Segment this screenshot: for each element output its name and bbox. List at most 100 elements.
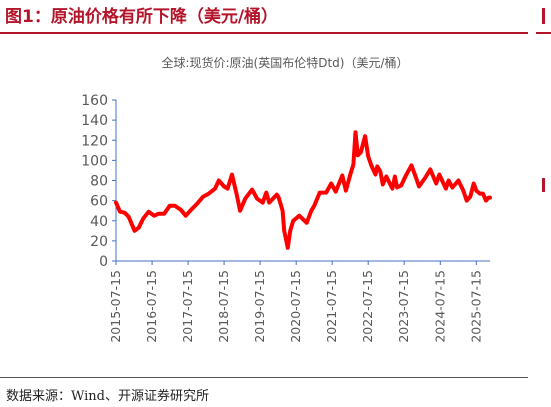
source-note: 数据来源：Wind、开源证券研究所 [6, 389, 209, 404]
data-point [217, 178, 221, 183]
data-point [428, 167, 432, 171]
data-point [309, 209, 313, 213]
data-point [344, 189, 348, 193]
data-point [348, 172, 352, 177]
data-point [359, 150, 363, 154]
adjacent-panel-edge [536, 0, 551, 407]
chart-title: 全球:现货价:原油(英国布伦特Dtd)（美元/桶） [161, 55, 408, 70]
chart: 全球:现货价:原油(英国布伦特Dtd)（美元/桶） 0 20 40 60 80 100 12… [81, 55, 492, 343]
data-point [351, 162, 355, 166]
data-point [147, 210, 151, 214]
data-point [474, 189, 478, 193]
x-axis: 2015-07-15 2016-07-15 2017-07-15 2018-07-15… [108, 260, 490, 343]
data-point [484, 199, 488, 203]
x-tick-label: 2024-07-15 [432, 270, 447, 343]
data-point [118, 210, 122, 214]
data-point [238, 209, 242, 213]
y-tick-label: 100 [81, 153, 108, 169]
x-tick-label: 2022-07-15 [360, 270, 375, 343]
data-point [226, 187, 230, 191]
adjacent-text-fragment [542, 178, 545, 192]
data-point [141, 217, 145, 221]
data-point [481, 192, 485, 196]
series-line [114, 130, 492, 250]
data-point [378, 169, 382, 173]
data-point [366, 154, 370, 158]
y-tick-label: 120 [81, 133, 108, 149]
data-point [152, 214, 156, 218]
data-point [162, 212, 166, 216]
x-tick-label: 2017-07-15 [180, 270, 195, 343]
data-point [353, 130, 358, 134]
data-point [461, 189, 465, 193]
data-point [213, 187, 217, 191]
data-point [286, 246, 290, 250]
data-point [390, 187, 394, 191]
data-point [179, 208, 183, 212]
data-point [450, 185, 454, 190]
y-tick-label: 0 [99, 254, 108, 270]
data-point [363, 134, 367, 138]
data-point [282, 229, 286, 233]
data-point [373, 172, 378, 177]
data-point [393, 174, 397, 179]
data-point [230, 172, 234, 177]
data-point [404, 173, 408, 178]
plot-area [114, 130, 492, 250]
x-tick-label: 2019-07-15 [252, 270, 267, 343]
data-point [334, 190, 338, 194]
data-point [281, 209, 285, 213]
data-point [414, 176, 418, 181]
data-point [324, 191, 328, 195]
data-point [277, 196, 281, 200]
x-tick-label: 2023-07-15 [396, 270, 411, 343]
figure-title: 图1：原油价格有所下降（美元/桶） [5, 7, 279, 27]
data-point [417, 184, 421, 189]
data-point [235, 193, 239, 197]
data-point [472, 181, 476, 186]
data-point [173, 204, 177, 208]
y-tick-label: 160 [81, 93, 108, 109]
data-point [399, 183, 403, 188]
data-point [447, 178, 451, 183]
bottom-divider [0, 377, 528, 378]
data-point [356, 153, 360, 157]
data-point [250, 188, 254, 192]
data-point [267, 201, 271, 205]
data-point [114, 201, 118, 205]
data-point [395, 185, 399, 190]
data-point [189, 208, 193, 212]
data-point [288, 229, 292, 233]
data-point [434, 181, 438, 186]
y-tick-label: 20 [90, 234, 108, 250]
x-tick-label: 2015-07-15 [108, 270, 123, 343]
data-point [195, 202, 199, 206]
y-axis: 0 20 40 60 80 100 120 140 160 [81, 93, 117, 270]
data-point [207, 192, 211, 196]
data-point [201, 195, 205, 199]
data-point [437, 172, 441, 177]
data-point [456, 178, 460, 183]
x-tick-label: 2016-07-15 [144, 270, 159, 343]
x-tick-label: 2025-07-15 [468, 270, 483, 343]
data-point [312, 204, 316, 208]
data-point [275, 193, 279, 197]
data-point [168, 204, 172, 208]
data-point [264, 191, 268, 195]
data-point [305, 221, 309, 225]
data-point [468, 195, 472, 199]
data-point [184, 214, 188, 218]
data-point [465, 199, 469, 203]
data-point [137, 226, 141, 230]
data-point [488, 196, 492, 200]
y-tick-label: 40 [90, 214, 108, 230]
x-tick-label: 2018-07-15 [216, 270, 231, 343]
data-point [291, 219, 295, 223]
data-point [318, 191, 322, 195]
title-divider [0, 32, 528, 34]
data-point [261, 201, 265, 205]
data-point [381, 182, 385, 187]
y-tick-label: 140 [81, 113, 108, 129]
x-tick-label: 2020-07-15 [288, 270, 303, 343]
data-point [423, 175, 427, 180]
